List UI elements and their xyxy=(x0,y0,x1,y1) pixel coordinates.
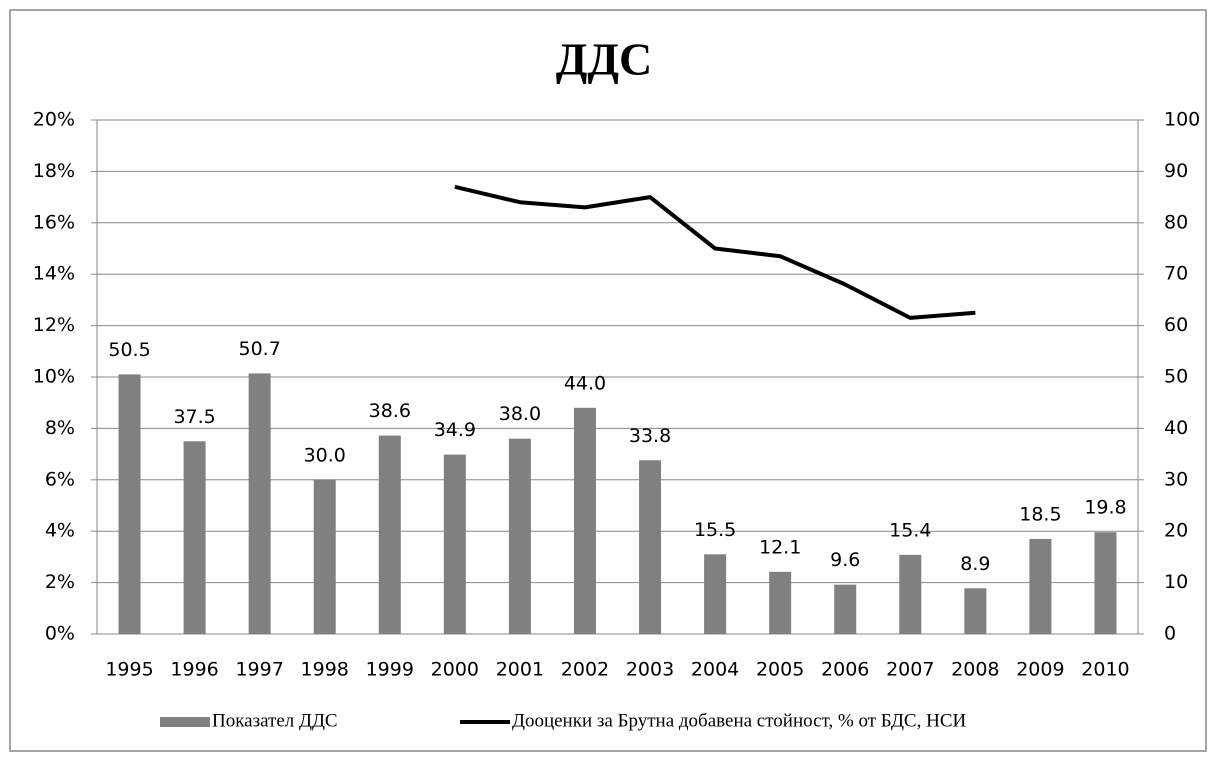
data-label: 30.0 xyxy=(304,444,346,466)
y-tick-label: 20% xyxy=(33,109,75,131)
y-tick-label: 2% xyxy=(45,571,75,593)
data-label: 38.0 xyxy=(499,403,541,425)
y2-tick-label: 90 xyxy=(1164,160,1188,182)
bar xyxy=(964,588,987,634)
data-label: 18.5 xyxy=(1019,503,1061,525)
y2-tick-label: 60 xyxy=(1164,314,1188,336)
bar xyxy=(443,454,466,634)
chart-border xyxy=(9,9,1207,752)
bar xyxy=(834,584,857,634)
x-tick-label: 2000 xyxy=(431,659,479,681)
x-tick-label: 1998 xyxy=(301,659,349,681)
data-label: 50.7 xyxy=(239,338,281,360)
data-label: 12.1 xyxy=(759,536,801,558)
data-label: 44.0 xyxy=(564,372,606,394)
x-tick-label: 1999 xyxy=(366,659,414,681)
y2-tick-label: 20 xyxy=(1164,520,1188,542)
y-tick-label: 4% xyxy=(45,520,75,542)
y2-tick-label: 10 xyxy=(1164,571,1188,593)
bar xyxy=(1029,538,1052,634)
data-label: 9.6 xyxy=(830,549,860,571)
y2-tick-label: 50 xyxy=(1164,366,1188,388)
x-tick-label: 2005 xyxy=(756,659,804,681)
x-tick-label: 2008 xyxy=(951,659,999,681)
x-tick-label: 2003 xyxy=(626,659,674,681)
y-tick-label: 14% xyxy=(33,263,75,285)
data-label: 15.4 xyxy=(889,519,931,541)
y2-tick-label: 40 xyxy=(1164,417,1188,439)
bar xyxy=(573,407,596,634)
x-tick-label: 2006 xyxy=(821,659,869,681)
x-tick-label: 2007 xyxy=(886,659,934,681)
chart-title: ДДС xyxy=(556,34,653,85)
bar xyxy=(313,479,336,634)
legend-swatch xyxy=(160,717,210,727)
bar xyxy=(378,435,401,634)
line xyxy=(454,184,976,320)
y2-tick-label: 80 xyxy=(1164,211,1188,233)
bar xyxy=(704,554,727,634)
y-tick-label: 0% xyxy=(45,623,75,645)
x-tick-label: 1995 xyxy=(105,659,153,681)
y-tick-label: 12% xyxy=(33,314,75,336)
x-tick-label: 1997 xyxy=(235,659,283,681)
bar xyxy=(769,571,792,634)
data-label: 33.8 xyxy=(629,425,671,447)
y-tick-label: 16% xyxy=(33,211,75,233)
y-tick-label: 10% xyxy=(33,366,75,388)
data-label: 8.9 xyxy=(960,553,990,575)
bar xyxy=(248,373,271,634)
legend-label: Показател ДДС xyxy=(212,710,338,731)
data-label: 50.5 xyxy=(108,339,150,361)
x-tick-label: 2010 xyxy=(1081,659,1129,681)
data-label: 38.6 xyxy=(369,400,411,422)
y2-tick-label: 70 xyxy=(1164,263,1188,285)
y2-tick-label: 0 xyxy=(1164,623,1176,645)
x-tick-label: 1996 xyxy=(170,659,218,681)
data-label: 19.8 xyxy=(1084,497,1126,519)
bar xyxy=(1094,532,1117,634)
legend-label: Дооценки за Брутна добавена стойност, % … xyxy=(512,710,966,731)
x-tick-label: 2001 xyxy=(496,659,544,681)
bar xyxy=(899,554,922,634)
bar xyxy=(639,460,662,634)
data-label: 34.9 xyxy=(434,419,476,441)
data-label: 37.5 xyxy=(173,406,215,428)
y2-tick-label: 30 xyxy=(1164,468,1188,490)
data-label: 15.5 xyxy=(694,519,736,541)
y-tick-label: 8% xyxy=(45,417,75,439)
bar xyxy=(183,441,206,634)
y-tick-label: 18% xyxy=(33,160,75,182)
y2-tick-label: 100 xyxy=(1164,109,1200,131)
bar xyxy=(118,374,141,634)
bar xyxy=(508,438,531,634)
x-tick-label: 2002 xyxy=(561,659,609,681)
x-tick-label: 2004 xyxy=(691,659,739,681)
y-tick-label: 6% xyxy=(45,468,75,490)
x-tick-label: 2009 xyxy=(1016,659,1064,681)
